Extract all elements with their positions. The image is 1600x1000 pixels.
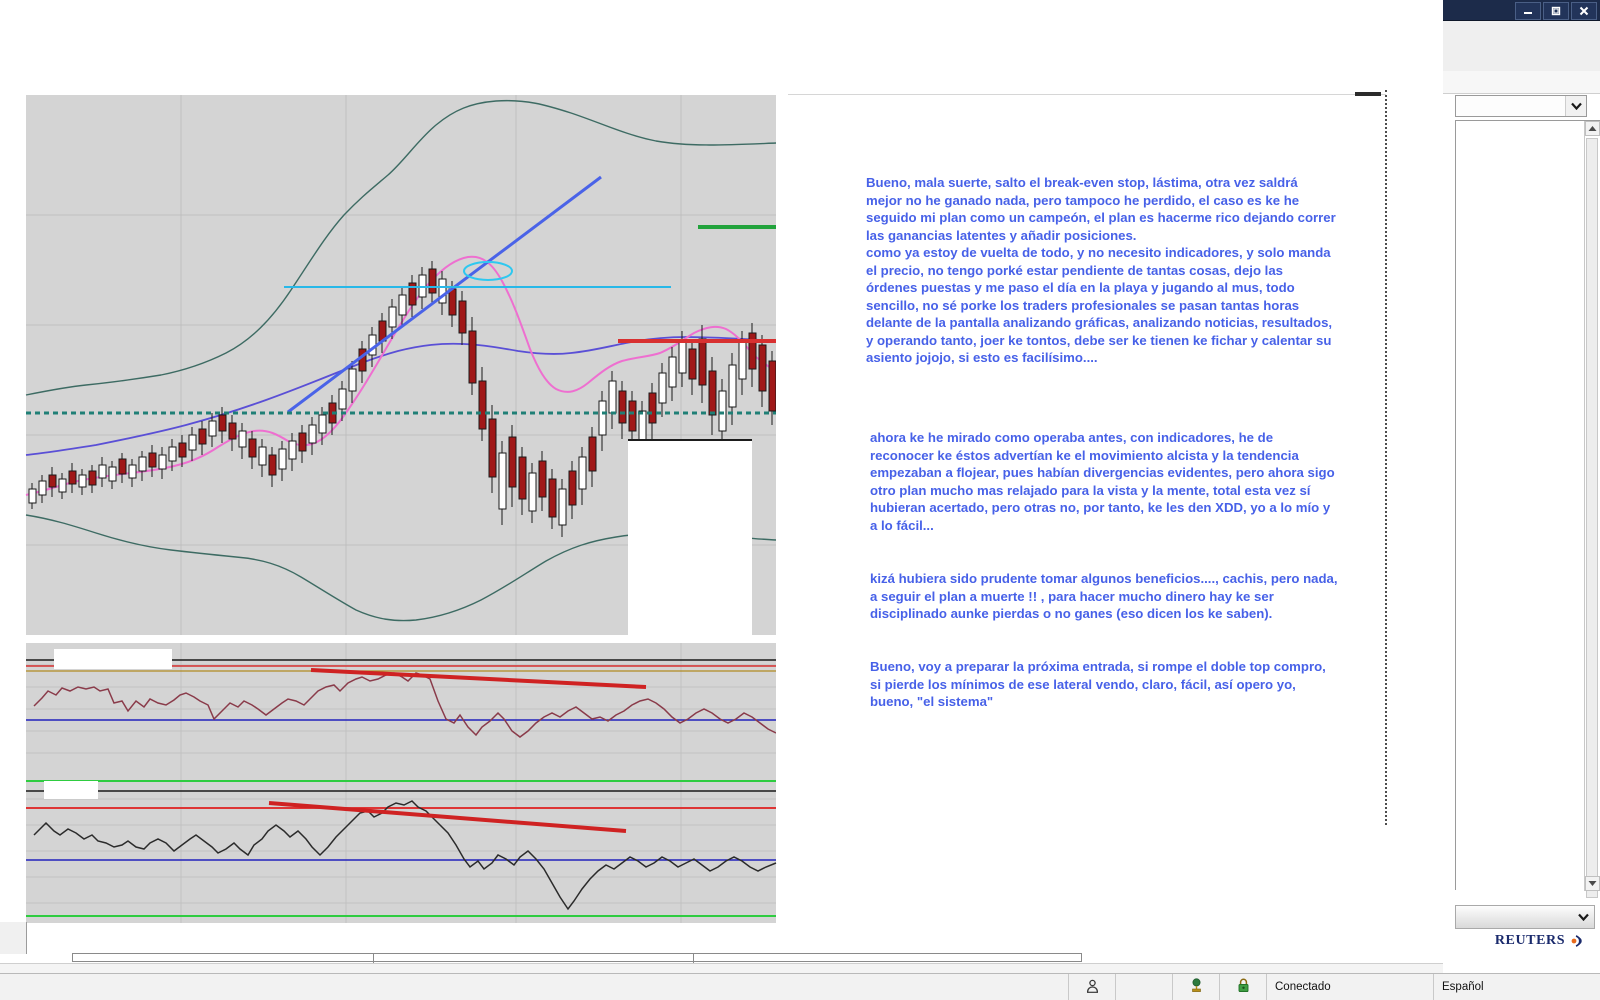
- note-paragraph-3: kizá hubiera sido prudente tomar algunos…: [870, 571, 1342, 621]
- status-connection: Conectado: [1266, 974, 1433, 1000]
- document-top-marker: [1355, 92, 1381, 96]
- user-icon: [1086, 979, 1099, 996]
- window-controls: [1515, 2, 1597, 20]
- indicator-panel-stochastic[interactable]: [26, 773, 777, 923]
- toolbar-strip-upper: [1443, 21, 1600, 72]
- bottom-combobox[interactable]: [1455, 905, 1595, 929]
- divergence-ellipse-1: [463, 261, 513, 281]
- chevron-down-icon-2[interactable]: [1572, 913, 1594, 921]
- notes-document[interactable]: [776, 95, 1388, 825]
- price-panel[interactable]: [25, 95, 777, 641]
- indicator-label-box-2: [44, 781, 98, 799]
- list-vertical-scrollbar[interactable]: [1584, 121, 1600, 898]
- redacted-box: [628, 439, 752, 641]
- scroll-up-button[interactable]: [1585, 121, 1600, 136]
- status-network-cell[interactable]: [1172, 974, 1219, 1000]
- trendline-red-down: [310, 668, 647, 689]
- language-label: Español: [1442, 981, 1484, 993]
- connection-label: Conectado: [1275, 981, 1331, 993]
- status-user-cell[interactable]: [1068, 974, 1115, 1000]
- reuters-brand: REUTERS: [1478, 930, 1600, 952]
- scrollbar-tick: [373, 954, 374, 963]
- lock-icon: [1237, 978, 1250, 996]
- chart-container[interactable]: [25, 95, 777, 923]
- status-spacer: [0, 974, 1068, 1000]
- brand-label: REUTERS: [1494, 933, 1566, 948]
- close-icon[interactable]: [1571, 2, 1597, 20]
- status-bar: Conectado Español: [0, 973, 1600, 1000]
- symbol-combobox[interactable]: [1455, 95, 1587, 117]
- price-chart-svg: [25, 95, 777, 635]
- document-right-boundary: [1385, 90, 1387, 825]
- bollinger-upper-band: [25, 99, 777, 396]
- rsi-line: [33, 672, 777, 738]
- minimize-icon[interactable]: [1515, 2, 1541, 20]
- reuters-logo-icon: [1569, 934, 1583, 948]
- status-lock-cell[interactable]: [1219, 974, 1266, 1000]
- reuters-app-window: [1443, 0, 1600, 1000]
- scroll-down-button[interactable]: [1585, 876, 1600, 891]
- ma-fast-line: [25, 255, 777, 496]
- quote-list-pane[interactable]: [1455, 120, 1600, 898]
- indicator-panel-rsi[interactable]: [26, 643, 777, 773]
- grid-lines: [26, 773, 776, 923]
- network-icon: [1189, 978, 1204, 996]
- status-blank-cell: [1115, 974, 1172, 1000]
- trendline-red-down: [268, 801, 627, 833]
- scrollbar-tick: [693, 954, 694, 963]
- trendline-blue: [287, 175, 602, 414]
- note-paragraph-1: Bueno, mala suerte, salto el break-even …: [866, 175, 1336, 365]
- stochastic-line: [33, 800, 777, 911]
- stoch-svg: [26, 773, 777, 923]
- document-top-rule: [788, 94, 1386, 95]
- candlesticks: [28, 261, 777, 537]
- indicator-label-box-1: [54, 649, 172, 669]
- note-paragraph-4: Bueno, voy a preparar la próxima entrada…: [870, 659, 1330, 709]
- chart-bottom-left-strip: [0, 922, 27, 954]
- status-language: Español: [1433, 974, 1600, 1000]
- chart-left-margin: [0, 95, 26, 923]
- toolbar-strip-lower: [1443, 71, 1600, 94]
- bottom-strip: [0, 963, 1443, 975]
- chevron-down-icon[interactable]: [1565, 96, 1586, 116]
- note-paragraph-2: ahora ke he mirado como operaba antes, c…: [870, 430, 1339, 533]
- window-title-bar: [1443, 0, 1600, 21]
- chart-horizontal-scrollbar[interactable]: [72, 953, 1082, 963]
- scrollbar-thumb[interactable]: [1586, 138, 1598, 898]
- restore-icon[interactable]: [1543, 2, 1569, 20]
